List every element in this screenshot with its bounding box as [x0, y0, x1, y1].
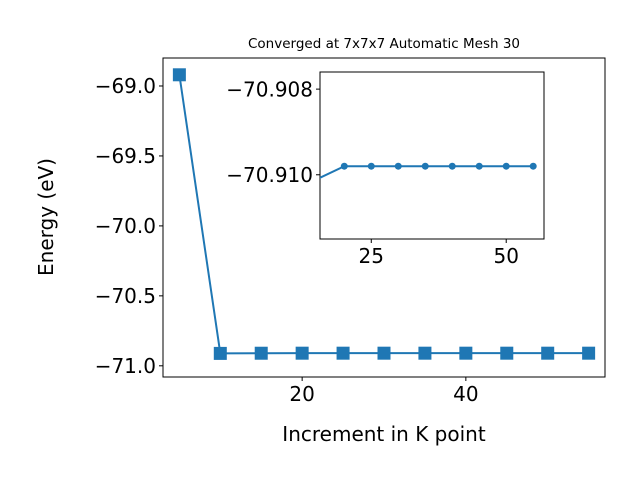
main-data-point: [541, 346, 555, 360]
inset-data-point: [529, 162, 537, 170]
inset-data-point: [502, 162, 510, 170]
inset-series: [320, 162, 537, 179]
inset-axes: 25 50 −70.910 −70.908: [226, 71, 545, 268]
inset-x-tick-label: 50: [493, 244, 518, 268]
main-data-point: [500, 346, 514, 360]
main-y-tick-label: −69.5: [95, 144, 156, 168]
main-y-tick-label: −69.0: [95, 74, 156, 98]
main-data-point: [213, 346, 227, 360]
main-data-point: [377, 346, 391, 360]
inset-data-point: [394, 162, 402, 170]
main-series: [172, 68, 596, 360]
x-axis-label: Increment in K point: [282, 422, 486, 446]
main-ticks: 20 40 −71.0 −70.5 −70.0 −69.5 −69.0: [95, 74, 479, 406]
inset-data-point: [367, 162, 375, 170]
main-y-tick-label: −70.0: [95, 214, 156, 238]
main-data-point: [336, 346, 350, 360]
inset-y-tick-label: −70.908: [226, 77, 313, 101]
inset-y-tick-label: −70.910: [226, 163, 313, 187]
inset-plot-frame: [319, 71, 545, 240]
main-y-tick-label: −70.5: [95, 284, 156, 308]
main-data-point: [418, 346, 432, 360]
inset-data-point: [340, 162, 348, 170]
main-data-point: [295, 346, 309, 360]
chart-title: Converged at 7x7x7 Automatic Mesh 30: [248, 36, 520, 52]
inset-data-point: [475, 162, 483, 170]
main-x-tick-label: 20: [289, 382, 314, 406]
inset-data-point: [448, 162, 456, 170]
main-data-point: [582, 346, 596, 360]
inset-x-tick-label: 25: [359, 244, 384, 268]
main-data-point: [254, 346, 268, 360]
main-data-point: [172, 68, 186, 82]
y-axis-label: Energy (eV): [34, 158, 58, 276]
inset-series-line: [320, 165, 534, 179]
main-y-tick-label: −71.0: [95, 354, 156, 378]
inset-data-point: [421, 162, 429, 170]
main-x-tick-label: 40: [453, 382, 478, 406]
inset-ticks: 25 50 −70.910 −70.908: [226, 77, 519, 268]
main-data-point: [459, 346, 473, 360]
